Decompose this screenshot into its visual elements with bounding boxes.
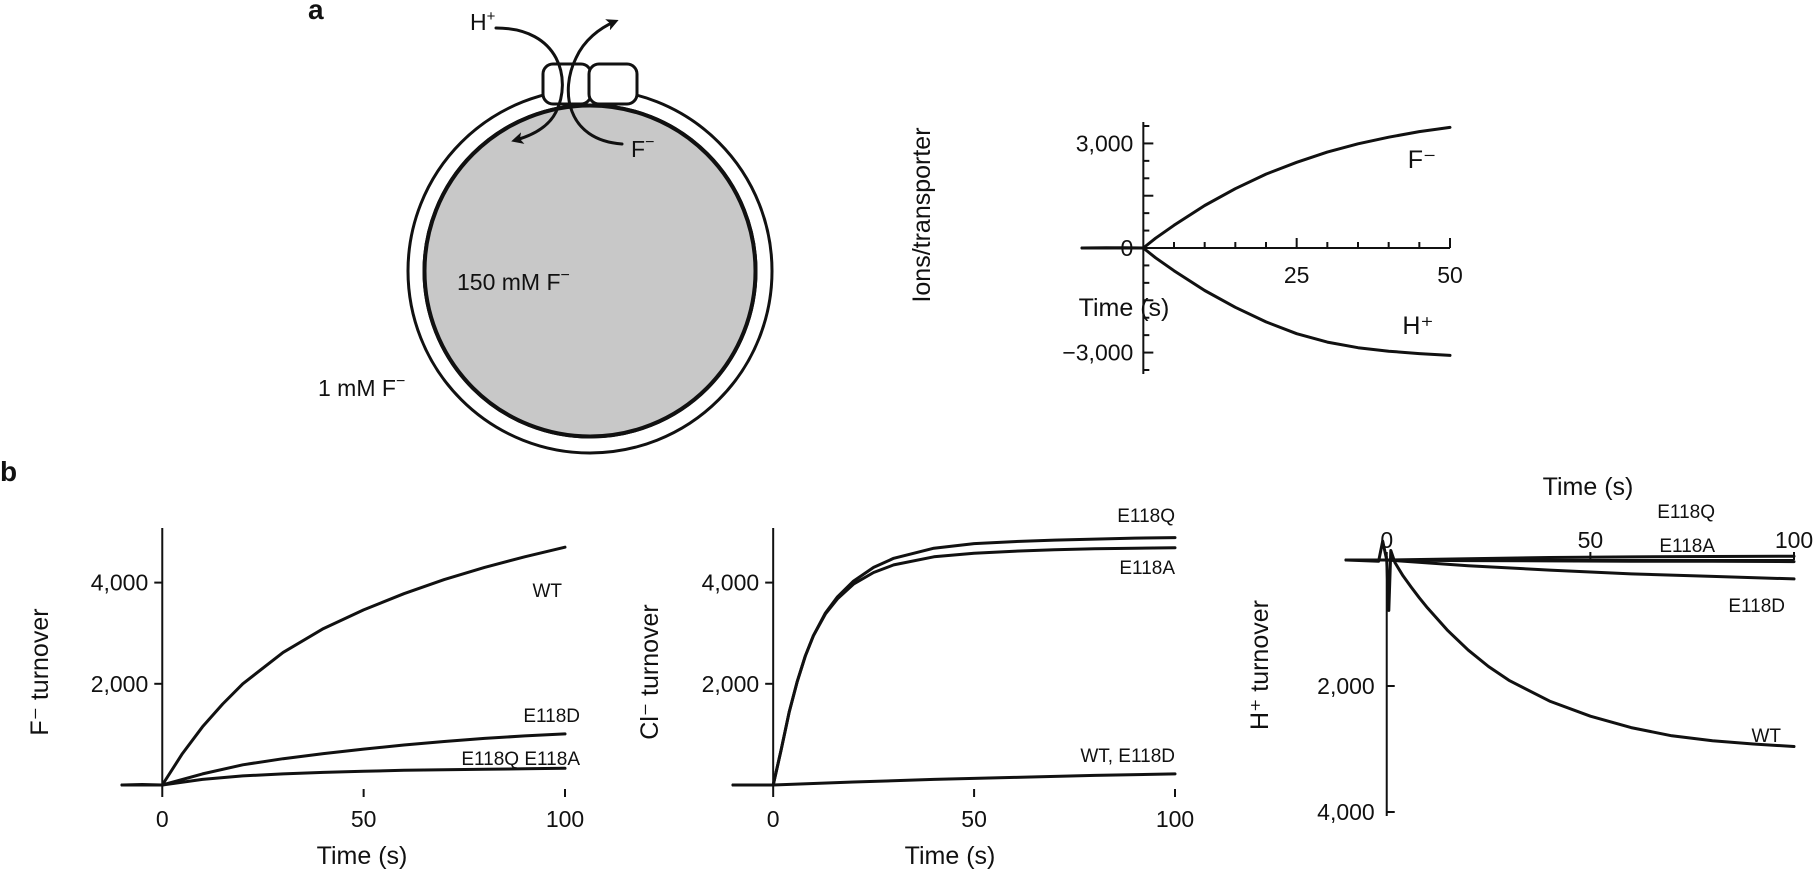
proton-label: H+ xyxy=(470,8,496,35)
chloride-turnover-chart: 0 50 100 2,000 4,000 E118Q E118A WT, E118D Cl⁻ … xyxy=(636,506,1194,870)
x-tick-label: 50 xyxy=(961,806,987,832)
series-line-wt xyxy=(120,545,567,787)
y-tick-label: 4,000 xyxy=(91,570,149,596)
series-line-e118a xyxy=(731,546,1177,787)
series-label-e118q: E118Q xyxy=(1117,506,1175,527)
y-tick-label: 4,000 xyxy=(1317,799,1375,825)
x-tick-label: 100 xyxy=(546,806,584,832)
series-line-f xyxy=(1080,125,1452,250)
x-axis-title: Time (s) xyxy=(1543,473,1634,501)
series-line-e118a xyxy=(1344,558,1796,564)
transporter-subunit-right xyxy=(587,62,639,106)
y-tick-label: 3,000 xyxy=(1076,130,1134,156)
y-axis-title: Ions/transporter xyxy=(908,127,936,302)
proton-arrow xyxy=(494,26,564,144)
y-tick-label: 2,000 xyxy=(91,671,149,697)
series-line-wt xyxy=(1344,539,1796,748)
series-line-e118d xyxy=(120,732,567,787)
inside-concentration-label: 150 mM F− xyxy=(457,267,570,295)
fluoride-turnover-chart: 0 50 100 2,000 4,000 WT E118D E118Q E118A F⁻ tu… xyxy=(26,528,584,870)
x-axis-title: Time (s) xyxy=(317,842,408,870)
x-axis-title: Time (s) xyxy=(1079,294,1170,322)
y-tick-label: 2,000 xyxy=(702,671,760,697)
series-label-e118a: E118A xyxy=(1119,558,1175,579)
y-tick-label: 2,000 xyxy=(1317,673,1375,699)
series-label-wt: WT xyxy=(1751,726,1781,747)
series-label-e118q-e118a: E118Q E118A xyxy=(461,749,580,770)
plot-area: 0 50 100 2,000 4,000 WT E118D E118Q E118A xyxy=(91,528,584,832)
series-label-h: H⁺ xyxy=(1402,312,1433,340)
series-label-e118d: E118D xyxy=(1728,596,1785,617)
transporter-subunit-left xyxy=(541,62,593,106)
x-tick-label: 0 xyxy=(156,806,169,832)
x-tick-label: 100 xyxy=(1775,527,1813,553)
panel-label-a: a xyxy=(308,0,324,25)
series-line-wt-e118d xyxy=(731,772,1177,787)
y-tick-label: −3,000 xyxy=(1062,340,1133,366)
x-axis-title: Time (s) xyxy=(905,842,996,870)
series-label-wt-e118d: WT, E118D xyxy=(1080,746,1175,767)
series-label-e118q: E118Q xyxy=(1657,502,1715,523)
x-tick-label: 50 xyxy=(351,806,377,832)
x-tick-label: 0 xyxy=(767,806,780,832)
outside-concentration-label: 1 mM F− xyxy=(318,373,405,401)
plot-area: 0 50 100 2,000 4,000 E118Q E118A WT, E118D xyxy=(702,506,1195,832)
series-label-wt: WT xyxy=(532,581,562,602)
x-tick-label: 25 xyxy=(1284,262,1310,288)
y-axis-title: F⁻ turnover xyxy=(26,608,54,735)
series-line-e118q-e118a xyxy=(120,766,567,787)
x-tick-label: 100 xyxy=(1156,806,1194,832)
x-tick-label: 50 xyxy=(1437,262,1463,288)
fluoride-label: F− xyxy=(631,134,654,162)
series-label-f: F⁻ xyxy=(1408,146,1436,174)
x-tick-label: 50 xyxy=(1578,527,1604,553)
series-label-e118a: E118A xyxy=(1659,536,1715,557)
liposome-schematic: H+ F− 150 mM F− 1 mM F− xyxy=(318,8,774,455)
series-line-h xyxy=(1080,246,1452,357)
y-axis-title: H⁺ turnover xyxy=(1246,600,1274,730)
fluoride-arrow xyxy=(566,19,624,146)
series-label-e118d: E118D xyxy=(523,706,580,727)
y-tick-label: 4,000 xyxy=(702,570,760,596)
panel-label-b: b xyxy=(0,456,18,487)
y-axis-title: Cl⁻ turnover xyxy=(636,604,664,739)
